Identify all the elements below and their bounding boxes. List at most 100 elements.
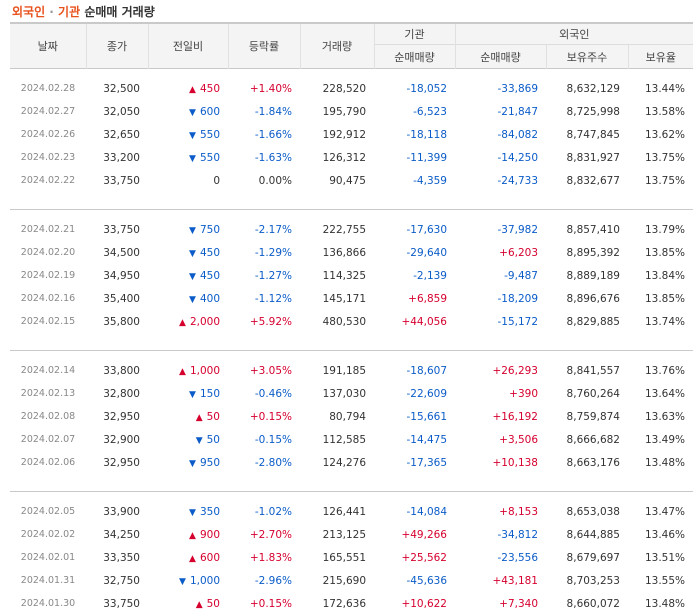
foreign-ratio-cell: 13.48%	[628, 592, 693, 615]
change-cell: 0	[148, 169, 228, 192]
col-inst-net-header[interactable]: 순매매량	[374, 45, 455, 69]
foreign-ratio-cell: 13.51%	[628, 546, 693, 569]
change-value: 400	[200, 293, 220, 305]
triangle-up-icon: ▲	[189, 531, 196, 541]
date-cell: 2024.02.20	[10, 241, 86, 264]
page-title: 외국인 · 기관 순매매 거래량	[12, 2, 155, 22]
volume-cell: 192,912	[300, 123, 374, 146]
change-cell: ▼150	[148, 382, 228, 405]
close-cell: 32,750	[86, 569, 148, 592]
change-value: 950	[200, 457, 220, 469]
close-cell: 32,950	[86, 405, 148, 428]
date-cell: 2024.02.27	[10, 100, 86, 123]
triangle-down-icon: ▼	[189, 272, 196, 282]
foreign-shares-cell: 8,857,410	[546, 218, 628, 241]
foreign-shares-cell: 8,632,129	[546, 77, 628, 100]
triangle-down-icon: ▼	[189, 226, 196, 236]
group-divider	[10, 333, 693, 351]
change-cell: ▲1,000	[148, 359, 228, 382]
foreign-net-cell: +3,506	[455, 428, 546, 451]
rate-cell: -1.66%	[228, 123, 300, 146]
foreign-net-cell: -37,982	[455, 218, 546, 241]
triangle-down-icon: ▼	[196, 436, 203, 446]
foreign-ratio-cell: 13.75%	[628, 146, 693, 169]
inst-net-cell: +49,266	[374, 523, 455, 546]
inst-net-cell: -29,640	[374, 241, 455, 264]
col-foreign-shares-header[interactable]: 보유주수	[546, 45, 628, 69]
change-value: 750	[200, 224, 220, 236]
group-institution-header: 기관	[374, 23, 455, 45]
volume-cell: 195,790	[300, 100, 374, 123]
change-cell: ▲600	[148, 546, 228, 569]
group-spacer	[10, 210, 693, 219]
rate-cell: +1.40%	[228, 77, 300, 100]
col-close-header[interactable]: 종가	[86, 23, 148, 69]
foreign-shares-cell: 8,831,927	[546, 146, 628, 169]
inst-net-cell: -45,636	[374, 569, 455, 592]
volume-cell: 222,755	[300, 218, 374, 241]
change-cell: ▼350	[148, 500, 228, 523]
change-value: 450	[200, 247, 220, 259]
col-date-header[interactable]: 날짜	[10, 23, 86, 69]
date-cell: 2024.01.30	[10, 592, 86, 615]
volume-cell: 80,794	[300, 405, 374, 428]
inst-net-cell: -4,359	[374, 169, 455, 192]
foreign-ratio-cell: 13.55%	[628, 569, 693, 592]
group-divider	[10, 474, 693, 492]
inst-net-cell: -6,523	[374, 100, 455, 123]
close-cell: 32,800	[86, 382, 148, 405]
close-cell: 33,750	[86, 218, 148, 241]
rate-cell: +3.05%	[228, 359, 300, 382]
change-value: 550	[200, 129, 220, 141]
change-value: 550	[200, 152, 220, 164]
triangle-up-icon: ▲	[196, 413, 203, 423]
change-cell: ▼450	[148, 264, 228, 287]
rate-cell: -1.02%	[228, 500, 300, 523]
foreign-shares-cell: 8,666,682	[546, 428, 628, 451]
trading-table-container: 날짜 종가 전일비 등락률 거래량 기관 외국인 순매매량 순매매량 보유주수 …	[10, 22, 693, 615]
close-cell: 32,900	[86, 428, 148, 451]
inst-net-cell: -14,475	[374, 428, 455, 451]
volume-cell: 165,551	[300, 546, 374, 569]
foreign-ratio-cell: 13.84%	[628, 264, 693, 287]
col-volume-header[interactable]: 거래량	[300, 23, 374, 69]
date-cell: 2024.01.31	[10, 569, 86, 592]
volume-cell: 112,585	[300, 428, 374, 451]
date-cell: 2024.02.14	[10, 359, 86, 382]
volume-cell: 145,171	[300, 287, 374, 310]
col-foreign-ratio-header[interactable]: 보유율	[628, 45, 693, 69]
foreign-shares-cell: 8,832,677	[546, 169, 628, 192]
foreign-ratio-cell: 13.49%	[628, 428, 693, 451]
volume-cell: 90,475	[300, 169, 374, 192]
date-cell: 2024.02.06	[10, 451, 86, 474]
inst-net-cell: -17,630	[374, 218, 455, 241]
rate-cell: -1.29%	[228, 241, 300, 264]
close-cell: 34,250	[86, 523, 148, 546]
col-rate-header[interactable]: 등락률	[228, 23, 300, 69]
inst-net-cell: -14,084	[374, 500, 455, 523]
foreign-shares-cell: 8,760,264	[546, 382, 628, 405]
foreign-shares-cell: 8,747,845	[546, 123, 628, 146]
foreign-net-cell: -18,209	[455, 287, 546, 310]
col-foreign-net-header[interactable]: 순매매량	[455, 45, 546, 69]
rate-cell: -1.63%	[228, 146, 300, 169]
change-value: 50	[207, 598, 220, 610]
triangle-down-icon: ▼	[189, 108, 196, 118]
change-value: 900	[200, 529, 220, 541]
title-institution: 기관	[58, 5, 80, 19]
col-change-header[interactable]: 전일비	[148, 23, 228, 69]
foreign-shares-cell: 8,725,998	[546, 100, 628, 123]
rate-cell: -1.27%	[228, 264, 300, 287]
rate-cell: -1.84%	[228, 100, 300, 123]
volume-cell: 126,441	[300, 500, 374, 523]
change-value: 2,000	[190, 316, 220, 328]
